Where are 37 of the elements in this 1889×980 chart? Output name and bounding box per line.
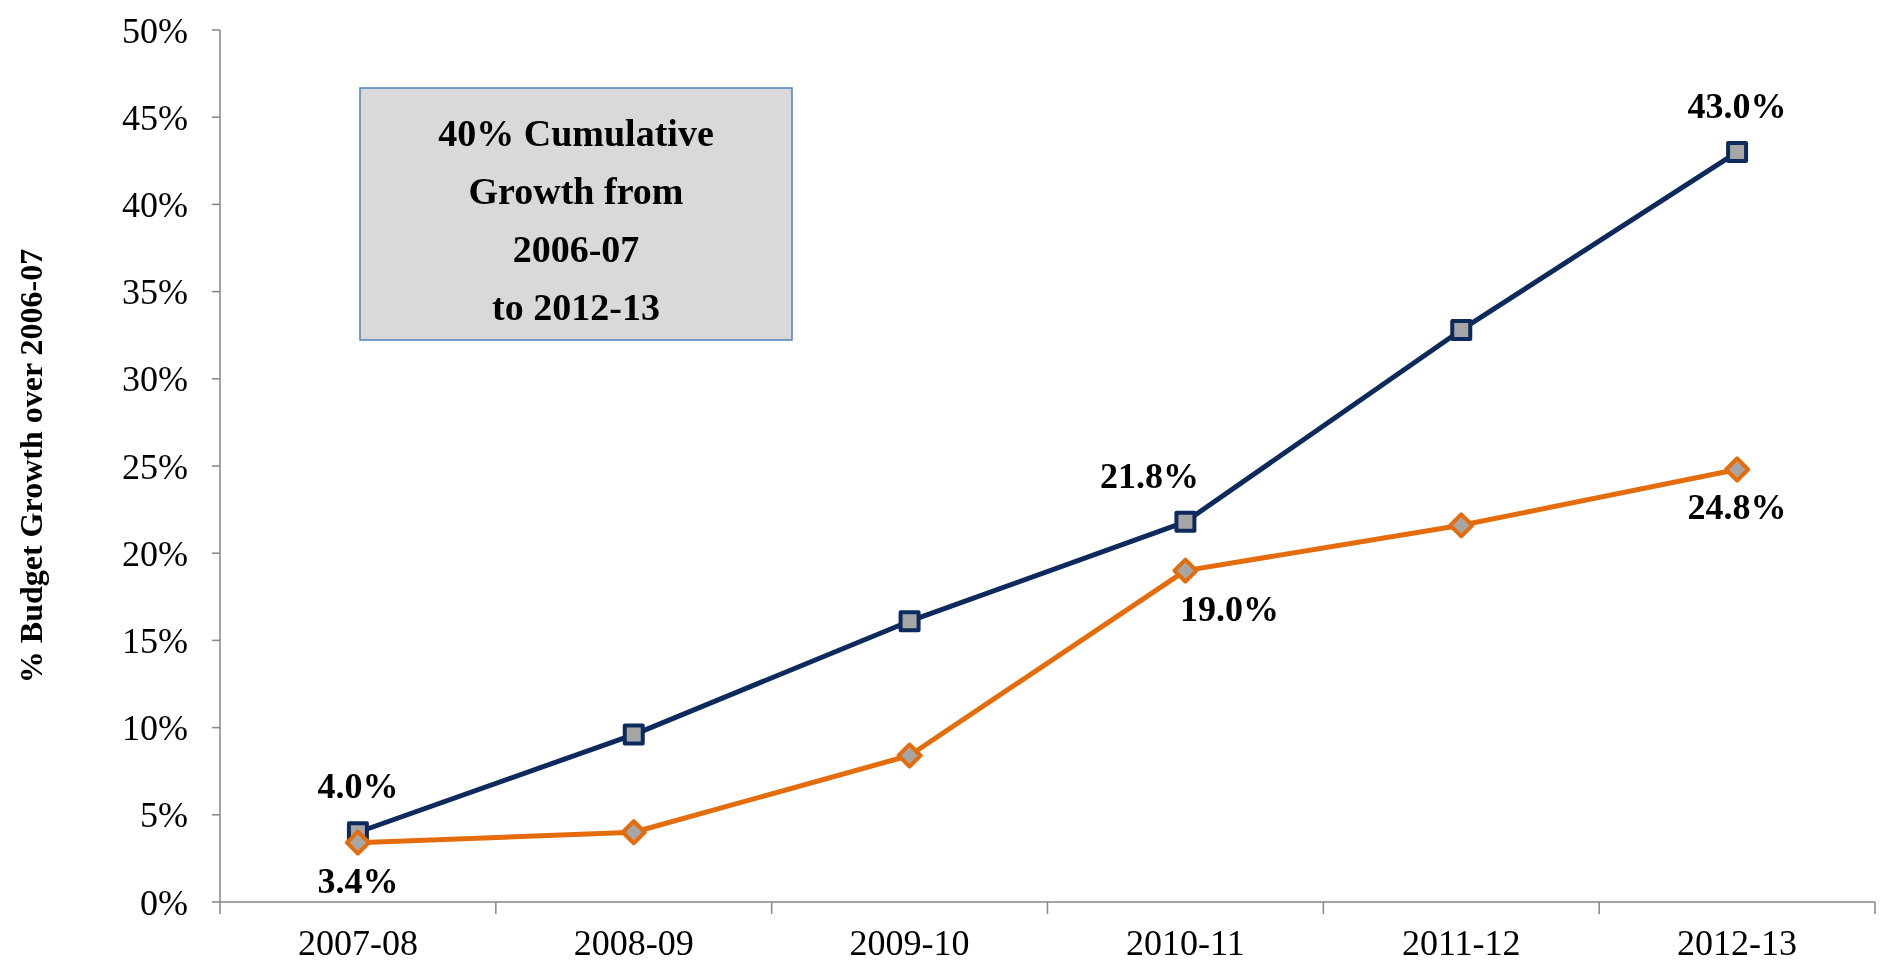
y-tick-label: 50% [122, 10, 188, 51]
data-label: 24.8% [1687, 487, 1787, 528]
x-tick-label: 2011-12 [1401, 923, 1521, 963]
point [1450, 318, 1473, 341]
y-tick-label: 20% [122, 533, 188, 574]
point [1174, 510, 1197, 533]
y-tick-label: 35% [122, 272, 188, 313]
point [1448, 512, 1475, 539]
point [620, 819, 647, 846]
data-label: 19.0% [1179, 588, 1279, 629]
y-tick-label: 0% [140, 882, 188, 923]
y-tick-label: 45% [122, 97, 188, 138]
y-tick-label: 10% [122, 708, 188, 749]
x-tick-label: 2007-08 [297, 923, 418, 963]
y-axis-title: % Budget Growth over 2006-07 [13, 248, 49, 684]
point [898, 610, 921, 633]
y-tick-label: 5% [140, 795, 188, 836]
y-tick-label: 40% [122, 185, 188, 225]
point [1724, 456, 1751, 483]
y-tick-label: 30% [122, 359, 188, 400]
x-tick-label: 2012-13 [1677, 923, 1798, 963]
y-tick-label: 25% [122, 446, 188, 487]
data-label: 3.4% [317, 860, 399, 901]
text-box: 40% Cumulative Growth from 2006-07 to 2012-13 [359, 87, 793, 341]
data-label: 43.0% [1687, 86, 1787, 127]
point [622, 723, 645, 746]
data-label: 4.0% [317, 766, 399, 807]
point [1726, 141, 1749, 164]
annotation: 40% Cumulative Growth from 2006-07 to 2012-13 [438, 112, 714, 328]
data-label: 21.8% [1099, 455, 1199, 496]
point [1172, 557, 1199, 584]
x-tick-label: 2008-09 [573, 923, 694, 963]
x-tick-label: 2010-11 [1126, 923, 1245, 963]
y-tick-label: 15% [122, 621, 188, 661]
x-tick-label: 2009-10 [849, 923, 970, 963]
point [896, 742, 923, 769]
point [344, 829, 371, 856]
